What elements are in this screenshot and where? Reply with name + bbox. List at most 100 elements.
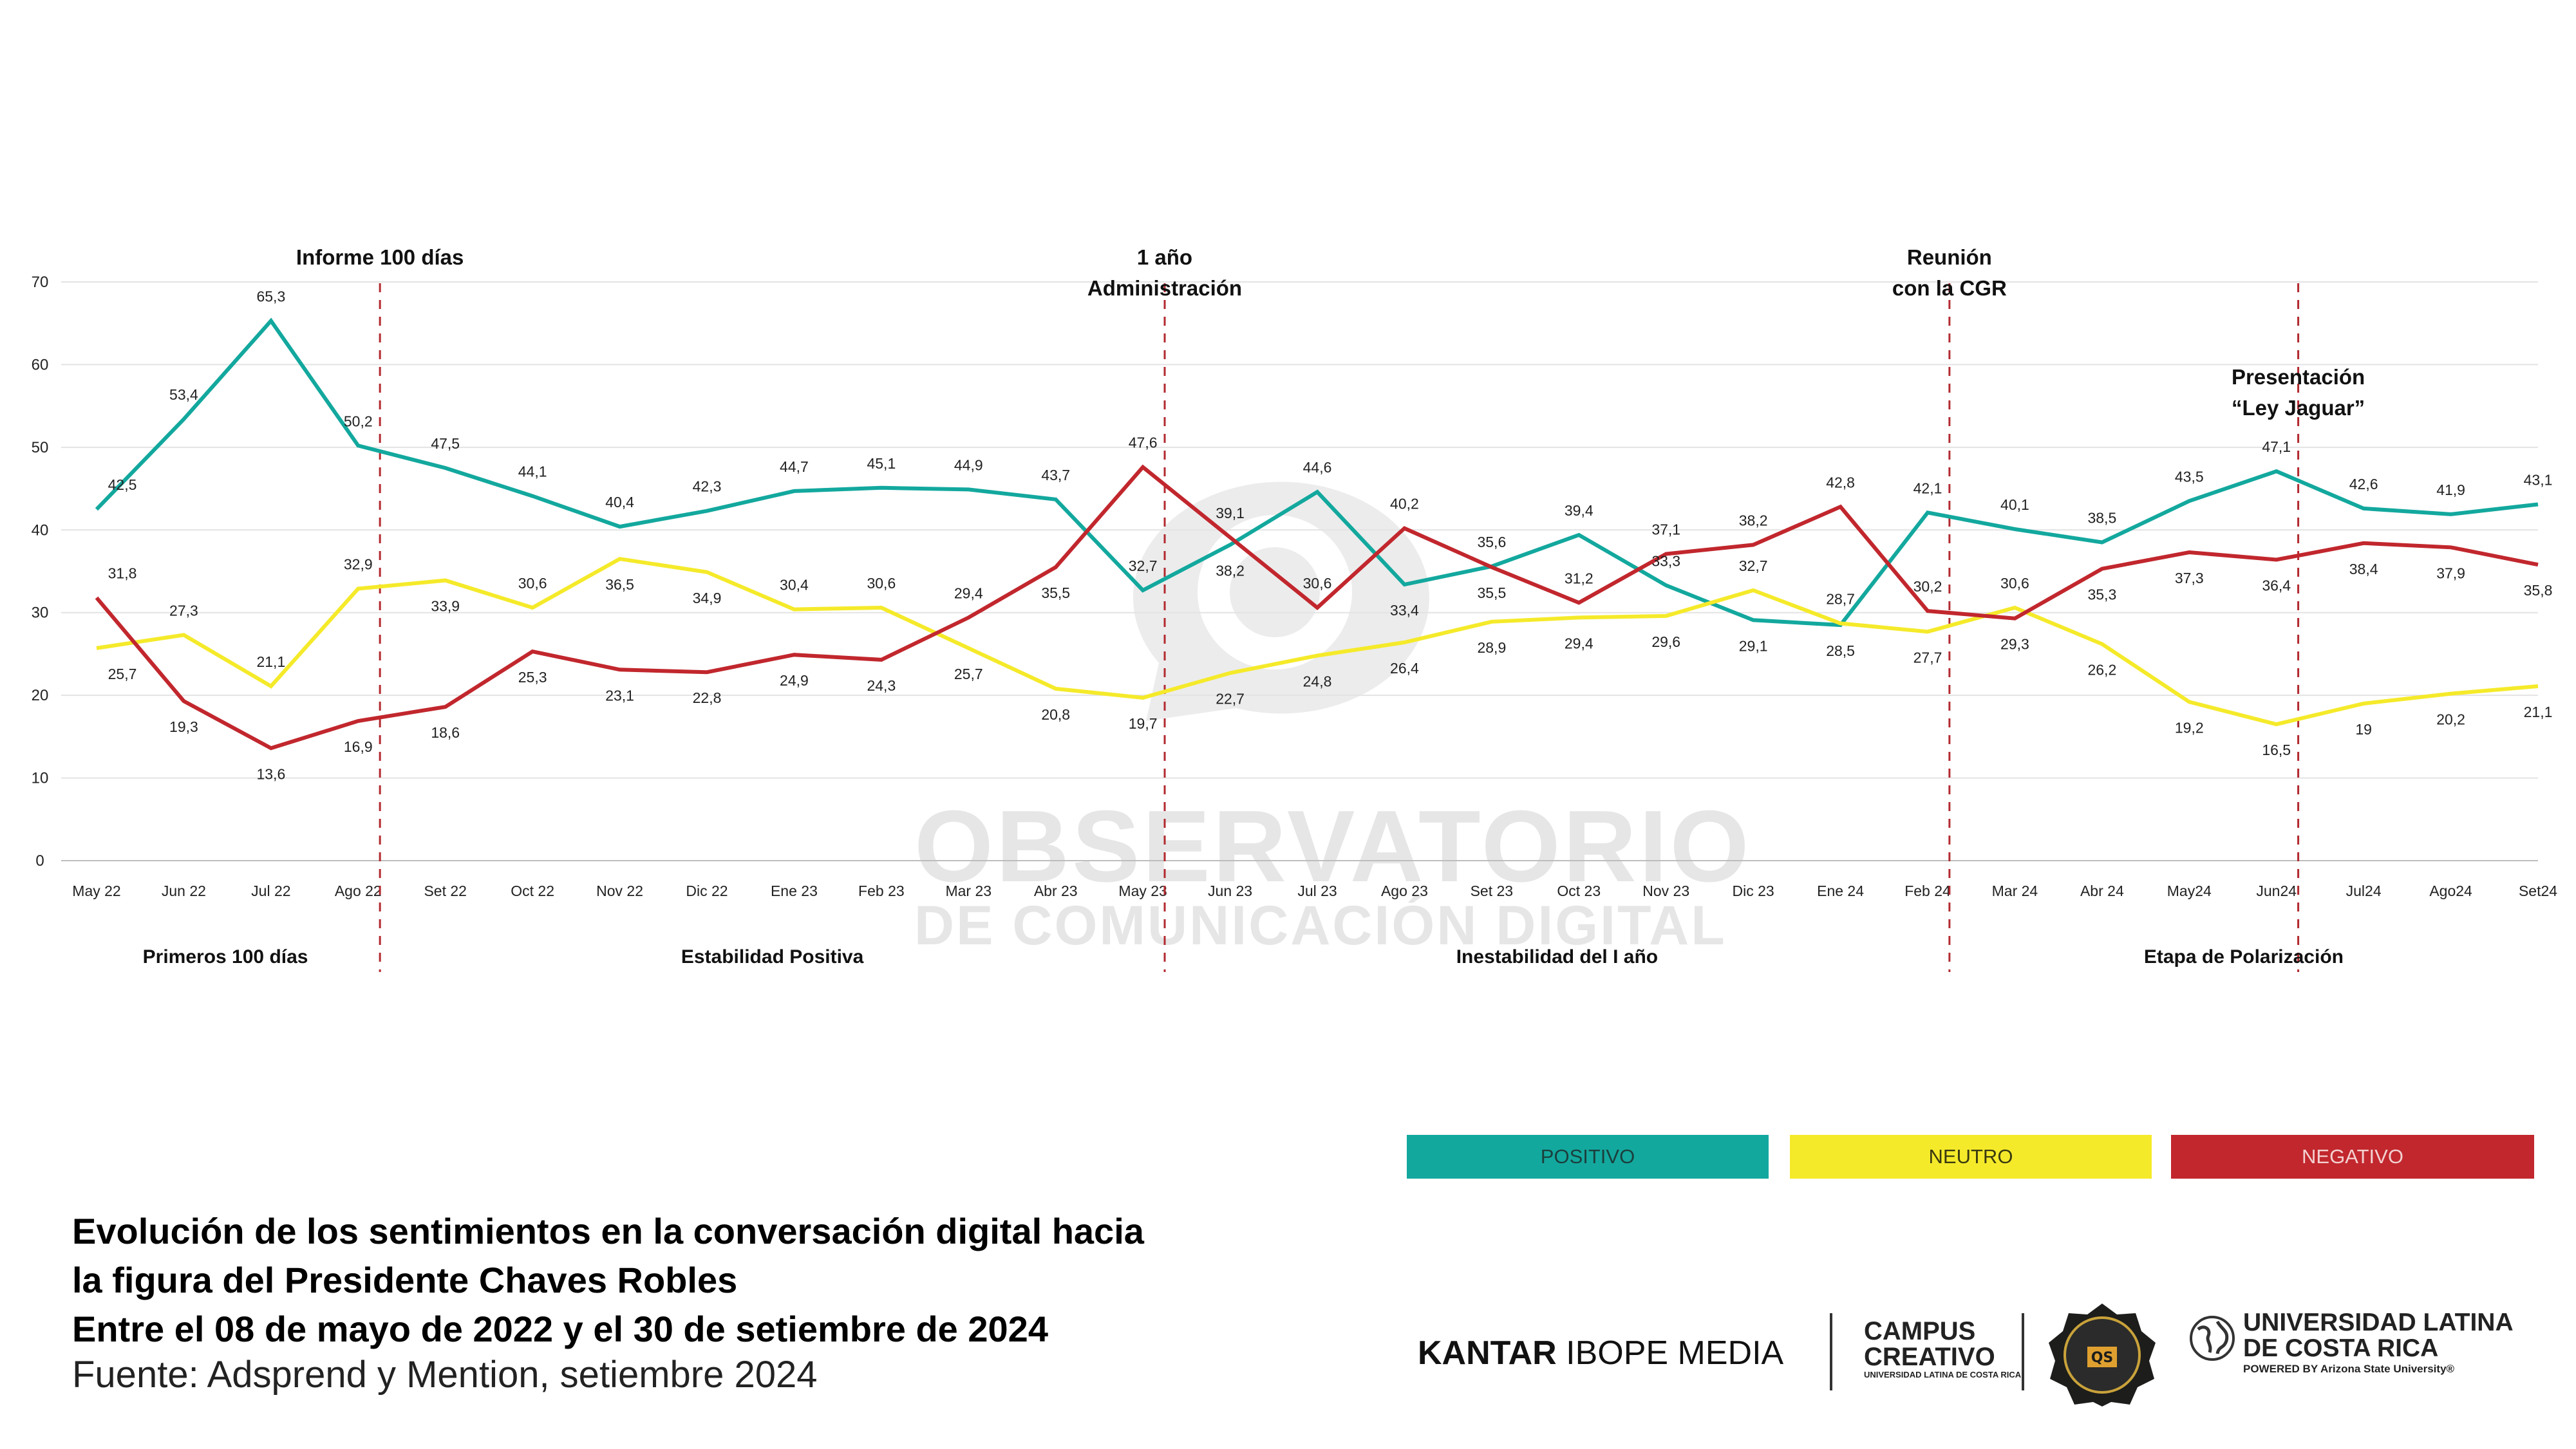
x-tick-label: Feb 24 bbox=[1904, 883, 1951, 899]
campus-line-1: CAMPUS bbox=[1864, 1317, 1976, 1345]
data-label: 19,2 bbox=[2175, 719, 2204, 736]
data-label: 36,5 bbox=[605, 576, 634, 593]
series bbox=[95, 317, 2539, 751]
event-label: 1 año bbox=[1137, 245, 1192, 269]
phase-labels: Primeros 100 días Estabilidad Positiva Ine… bbox=[143, 946, 2344, 968]
y-tick-label: 40 bbox=[32, 521, 49, 539]
series-line-neutro bbox=[96, 557, 2539, 727]
x-tick-label: May 22 bbox=[72, 883, 120, 899]
campus-creativo-logo: CAMPUS CREATIVO UNIVERSIDAD LATINA DE CO… bbox=[1864, 1318, 2021, 1380]
data-label: 27,3 bbox=[169, 602, 198, 619]
x-tick-label: Jun 22 bbox=[162, 883, 206, 899]
data-label: 29,1 bbox=[1739, 637, 1768, 654]
data-label: 30,2 bbox=[1913, 578, 1942, 595]
data-label: 35,5 bbox=[1477, 584, 1506, 601]
data-label: 28,5 bbox=[1826, 642, 1855, 659]
data-label: 38,2 bbox=[1216, 562, 1245, 579]
data-label: 19,7 bbox=[1129, 715, 1158, 732]
title-line-2: la figura del Presidente Chaves Robles bbox=[72, 1260, 738, 1300]
data-label: 35,6 bbox=[1477, 534, 1506, 550]
data-label: 22,7 bbox=[1216, 690, 1245, 707]
data-label: 29,6 bbox=[1651, 633, 1680, 650]
x-tick-label: Ago 23 bbox=[1381, 883, 1428, 899]
globe-icon bbox=[2190, 1316, 2235, 1361]
data-label: 29,3 bbox=[2000, 636, 2029, 653]
data-label: 23,1 bbox=[605, 687, 634, 704]
data-label: 20,8 bbox=[1041, 706, 1070, 723]
x-tick-label: Feb 23 bbox=[858, 883, 905, 899]
title-line-1: Evolución de los sentimientos en la conv… bbox=[72, 1211, 1144, 1251]
data-label: 33,9 bbox=[431, 598, 460, 615]
data-label: 38,5 bbox=[2087, 510, 2116, 527]
chart-title: Evolución de los sentimientos en la conv… bbox=[72, 1207, 1144, 1354]
x-tick-label: Nov 23 bbox=[1642, 883, 1689, 899]
data-label: 42,3 bbox=[693, 478, 722, 495]
y-tick-label: 10 bbox=[32, 770, 49, 787]
y-tick-label: 30 bbox=[32, 604, 49, 622]
x-tick-label: Jul 22 bbox=[251, 883, 290, 899]
kantar-logo-bold: KANTAR bbox=[1418, 1334, 1557, 1372]
data-label: 22,8 bbox=[693, 689, 722, 706]
data-label: 37,9 bbox=[2436, 565, 2465, 581]
data-label: 30,6 bbox=[518, 575, 547, 592]
data-label: 44,6 bbox=[1303, 459, 1332, 476]
data-label: 24,8 bbox=[1303, 673, 1332, 689]
x-tick-label: Ago 22 bbox=[335, 883, 382, 899]
ulatina-logo: UNIVERSIDAD LATINA DE COSTA RICA POWERED… bbox=[2189, 1310, 2514, 1377]
data-label: 40,4 bbox=[605, 494, 634, 510]
data-label: 43,1 bbox=[2524, 471, 2553, 488]
data-label: 35,8 bbox=[2524, 582, 2553, 599]
y-axis: 0 10 20 30 40 50 60 70 bbox=[32, 274, 49, 870]
x-tick-label: Dic 23 bbox=[1733, 883, 1774, 899]
data-label: 39,1 bbox=[1216, 505, 1245, 521]
y-tick-label: 50 bbox=[32, 439, 49, 456]
x-tick-label: Dic 22 bbox=[686, 883, 728, 899]
data-label: 29,4 bbox=[954, 584, 983, 601]
data-label: 47,6 bbox=[1129, 435, 1158, 451]
data-label: 32,7 bbox=[1129, 557, 1158, 574]
event-label: Informe 100 días bbox=[296, 245, 464, 269]
x-tick-label: Abr 23 bbox=[1034, 883, 1078, 899]
x-tick-label: Nov 22 bbox=[596, 883, 643, 899]
data-label: 44,7 bbox=[780, 458, 809, 475]
phase-label: Estabilidad Positiva bbox=[681, 946, 864, 968]
data-label: 47,1 bbox=[2262, 438, 2291, 455]
data-label: 30,6 bbox=[867, 575, 896, 592]
legend-neutro: NEUTRO bbox=[1790, 1135, 2152, 1179]
event-label: “Ley Jaguar” bbox=[2232, 396, 2365, 420]
x-tick-label: Ago24 bbox=[2429, 883, 2472, 899]
data-label: 31,8 bbox=[108, 565, 137, 582]
y-tick-label: 60 bbox=[32, 356, 49, 373]
ulatina-line-3: POWERED BY Arizona State University® bbox=[2243, 1363, 2455, 1375]
campus-sub: UNIVERSIDAD LATINA DE COSTA RICA bbox=[1864, 1370, 2022, 1379]
data-label: 19,3 bbox=[169, 718, 198, 735]
data-label: 24,9 bbox=[780, 672, 809, 689]
data-label: 26,2 bbox=[2087, 662, 2116, 678]
data-label: 25,3 bbox=[518, 669, 547, 686]
data-label: 21,1 bbox=[256, 653, 285, 670]
data-label: 42,8 bbox=[1826, 474, 1855, 491]
x-tick-label: Set 22 bbox=[424, 883, 467, 899]
x-tick-label: Set 23 bbox=[1471, 883, 1514, 899]
data-label: 26,4 bbox=[1390, 660, 1419, 677]
data-label: 36,4 bbox=[2262, 577, 2291, 594]
data-label: 65,3 bbox=[256, 288, 285, 304]
data-label: 44,9 bbox=[954, 456, 983, 473]
campus-line-2: CREATIVO bbox=[1864, 1343, 1995, 1371]
y-tick-label: 20 bbox=[32, 687, 49, 704]
ulatina-line-2: DE COSTA RICA bbox=[2243, 1334, 2439, 1362]
legend-positivo: POSITIVO bbox=[1407, 1135, 1769, 1179]
x-tick-label: Jul 23 bbox=[1297, 883, 1337, 899]
data-label: 37,3 bbox=[2175, 570, 2204, 586]
x-tick-label: Mar 23 bbox=[945, 883, 992, 899]
x-tick-label: May24 bbox=[2167, 883, 2212, 899]
x-tick-label: Set24 bbox=[2519, 883, 2557, 899]
data-label: 32,9 bbox=[344, 556, 373, 572]
x-tick-label: Ene 24 bbox=[1817, 883, 1864, 899]
event-label: Reunión bbox=[1907, 245, 1992, 269]
series-line-negativo bbox=[95, 464, 2539, 751]
data-label: 33,4 bbox=[1390, 602, 1419, 619]
data-label: 38,2 bbox=[1739, 512, 1768, 528]
event-label: Presentación bbox=[2232, 365, 2365, 389]
data-label: 29,4 bbox=[1565, 635, 1594, 651]
